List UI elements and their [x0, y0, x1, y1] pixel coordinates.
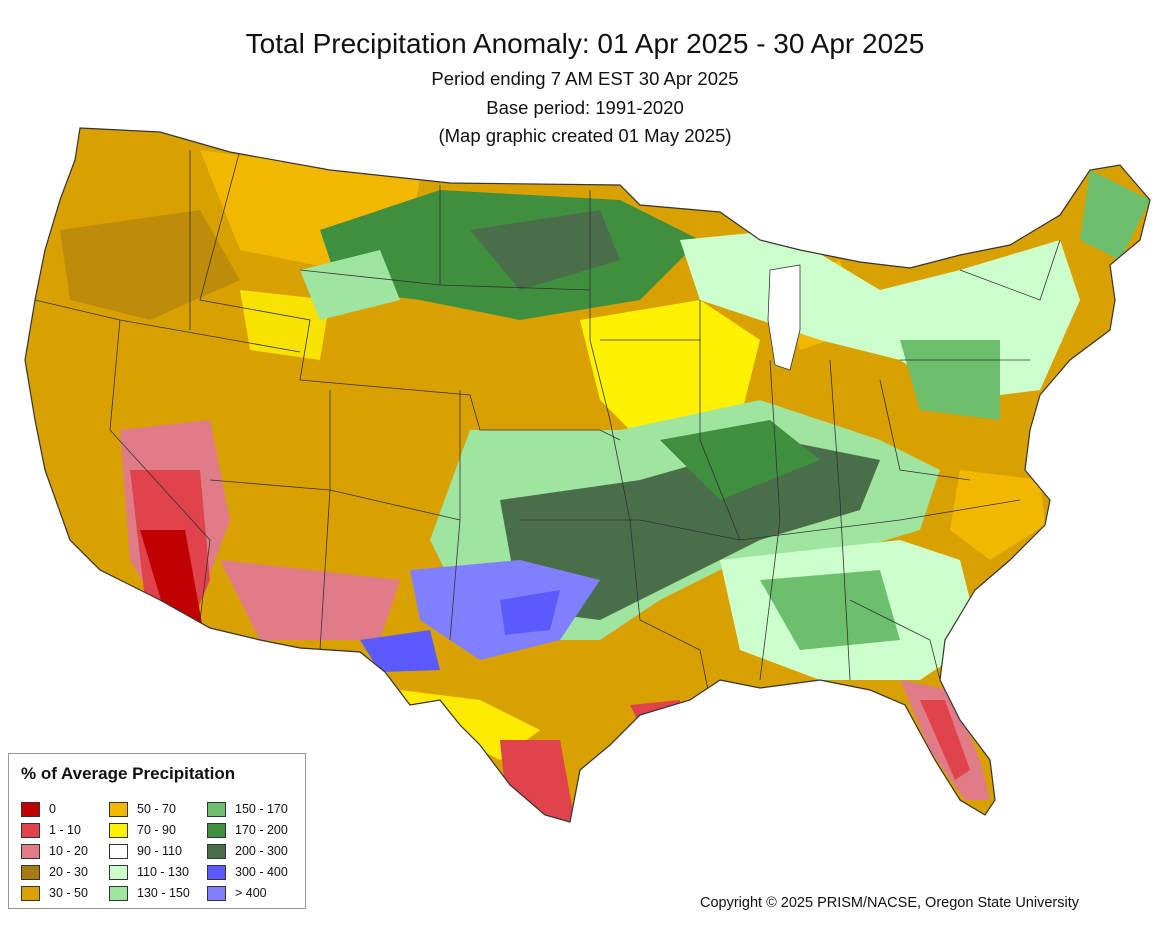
map-subtitle-created: (Map graphic created 01 May 2025)	[438, 125, 732, 146]
legend-label: 130 - 150	[137, 886, 190, 900]
legend-swatch	[207, 844, 226, 859]
legend-swatch	[21, 802, 40, 817]
legend-swatch	[109, 865, 128, 880]
legend: % of Average Precipitation 0 1 - 10 10 -…	[8, 753, 306, 909]
legend-label: > 400	[235, 886, 267, 900]
legend-swatch	[207, 823, 226, 838]
legend-swatch	[21, 844, 40, 859]
legend-swatch	[21, 823, 40, 838]
map-subtitle-period: Period ending 7 AM EST 30 Apr 2025	[431, 68, 739, 89]
legend-label: 20 - 30	[49, 865, 88, 879]
legend-swatch	[109, 823, 128, 838]
legend-swatch	[21, 865, 40, 880]
legend-swatch	[109, 844, 128, 859]
legend-swatch	[109, 886, 128, 901]
legend-swatch	[207, 865, 226, 880]
legend-label: 1 - 10	[49, 823, 81, 837]
lake-michigan	[767, 264, 801, 371]
legend-label: 90 - 110	[137, 844, 182, 858]
legend-title: % of Average Precipitation	[21, 764, 236, 783]
legend-label: 170 - 200	[235, 823, 288, 837]
legend-label: 0	[49, 802, 56, 816]
copyright-notice: Copyright © 2025 PRISM/NACSE, Oregon Sta…	[700, 895, 1079, 911]
state-boundaries	[34, 149, 1061, 701]
legend-swatch	[109, 802, 128, 817]
legend-swatch	[21, 886, 40, 901]
legend-swatch	[207, 802, 226, 817]
map-subtitle-base: Base period: 1991-2020	[486, 97, 684, 118]
legend-label: 200 - 300	[235, 844, 288, 858]
legend-label: 50 - 70	[137, 802, 176, 816]
legend-label: 70 - 90	[137, 823, 176, 837]
legend-label: 300 - 400	[235, 865, 288, 879]
legend-label: 110 - 130	[137, 865, 189, 879]
legend-label: 30 - 50	[49, 886, 88, 900]
map-title: Total Precipitation Anomaly: 01 Apr 2025…	[245, 28, 925, 59]
legend-swatch	[207, 886, 226, 901]
legend-label: 150 - 170	[235, 802, 288, 816]
precipitation-shading	[25, 128, 1150, 822]
legend-label: 10 - 20	[49, 844, 88, 858]
